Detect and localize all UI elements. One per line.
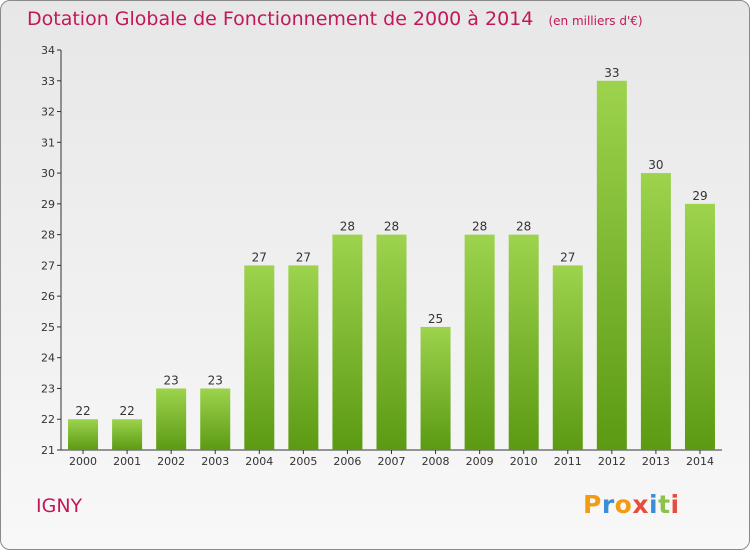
bar-value-label: 27 (252, 250, 267, 264)
commune-name: IGNY (36, 495, 83, 517)
bar (464, 234, 495, 450)
logo-letter: o (614, 490, 633, 519)
bar (640, 173, 671, 451)
bar-value-label: 22 (75, 404, 90, 418)
chart-title: Dotation Globale de Fonctionnement de 20… (27, 8, 534, 30)
bar (596, 80, 627, 451)
x-tick-label: 2008 (422, 455, 450, 468)
bar-value-label: 28 (340, 220, 355, 234)
y-tick-label: 30 (41, 167, 55, 180)
x-tick-label: 2012 (598, 455, 626, 468)
bar (288, 265, 319, 450)
chart-subtitle: (en milliers d'€) (548, 14, 643, 28)
logo-letter: t (658, 490, 671, 519)
bar-value-label: 29 (692, 189, 707, 203)
y-tick-label: 28 (41, 229, 55, 242)
y-tick-label: 32 (41, 106, 55, 119)
y-tick-label: 31 (41, 136, 55, 149)
y-tick-label: 33 (41, 75, 55, 88)
bar (156, 388, 187, 450)
x-tick-label: 2004 (245, 455, 273, 468)
y-tick-label: 21 (41, 444, 55, 457)
bar (684, 203, 715, 450)
x-tick-label: 2002 (157, 455, 185, 468)
bar-value-label: 33 (604, 66, 619, 80)
y-tick-label: 24 (41, 352, 55, 365)
bar (68, 419, 99, 450)
y-tick-label: 26 (41, 290, 55, 303)
x-tick-label: 2000 (69, 455, 97, 468)
bar (112, 419, 143, 450)
bar (420, 326, 451, 450)
x-tick-label: 2013 (642, 455, 670, 468)
bar (508, 234, 539, 450)
x-tick-label: 2005 (289, 455, 317, 468)
x-tick-label: 2006 (333, 455, 361, 468)
logo-letter: i (670, 490, 680, 519)
bar-value-label: 28 (516, 220, 531, 234)
bar-value-label: 27 (560, 250, 575, 264)
bar-value-label: 23 (208, 373, 223, 387)
y-tick-label: 34 (41, 44, 55, 57)
bar (552, 265, 583, 450)
bar-value-label: 27 (296, 250, 311, 264)
logo-letter: i (649, 490, 659, 519)
x-tick-label: 2003 (201, 455, 229, 468)
y-tick-label: 27 (41, 259, 55, 272)
y-tick-label: 22 (41, 413, 55, 426)
x-tick-label: 2001 (113, 455, 141, 468)
y-tick-label: 23 (41, 382, 55, 395)
logo-letter: r (601, 490, 615, 519)
bar-value-label: 28 (384, 220, 399, 234)
logo-letter: x (632, 490, 649, 519)
x-tick-label: 2009 (466, 455, 494, 468)
x-tick-label: 2010 (510, 455, 538, 468)
x-tick-label: 2007 (378, 455, 406, 468)
logo-letter: P (583, 490, 602, 519)
bar-value-label: 23 (164, 373, 179, 387)
bar-value-label: 30 (648, 158, 663, 172)
chart-title-block: Dotation Globale de Fonctionnement de 20… (27, 8, 643, 30)
bar (244, 265, 275, 450)
bar (332, 234, 363, 450)
bar (200, 388, 231, 450)
bar-value-label: 28 (472, 220, 487, 234)
proxiti-logo: Proxiti (583, 490, 680, 519)
bar (376, 234, 407, 450)
y-tick-label: 25 (41, 321, 55, 334)
x-tick-label: 2014 (686, 455, 714, 468)
y-tick-label: 29 (41, 198, 55, 211)
bar-value-label: 22 (119, 404, 134, 418)
bar-value-label: 25 (428, 312, 443, 326)
x-tick-label: 2011 (554, 455, 582, 468)
